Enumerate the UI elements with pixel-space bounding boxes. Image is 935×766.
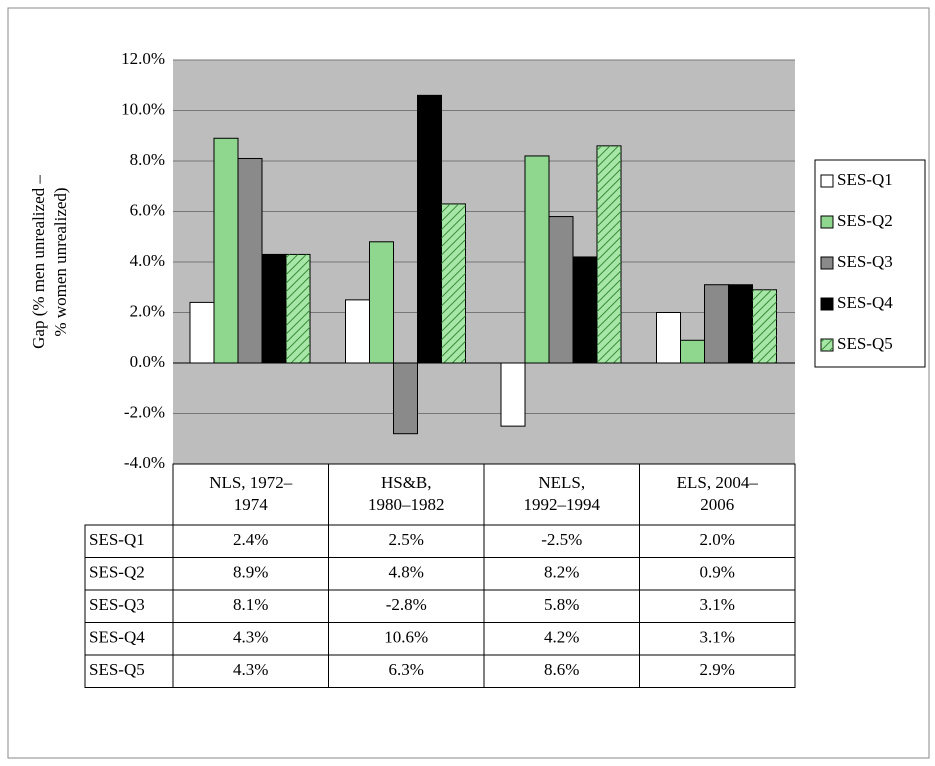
table-cell: 4.8%	[389, 563, 424, 582]
table-row-label: SES-Q1	[89, 530, 145, 549]
table-cell: 2.0%	[700, 530, 735, 549]
table-row-label: SES-Q3	[89, 595, 145, 614]
x-tick-label: NLS, 1972–1974	[209, 473, 293, 514]
x-tick-label: NELS, 1992–1994	[523, 473, 601, 514]
table-cell: 8.1%	[233, 595, 268, 614]
x-tick-label: HS&B, 1980–1982	[368, 473, 445, 514]
table-cell: 6.3%	[389, 660, 424, 679]
bar	[596, 145, 622, 364]
legend-swatch	[820, 174, 834, 188]
table-body	[84, 524, 796, 688]
table-cell: 4.3%	[233, 628, 268, 647]
bar	[548, 216, 574, 364]
bar	[680, 339, 705, 364]
table-cell: 10.6%	[384, 628, 428, 647]
bar	[752, 289, 777, 364]
table-cell: -2.8%	[386, 595, 427, 614]
table-cell: 8.2%	[544, 563, 579, 582]
legend-label: SES-Q3	[837, 252, 893, 271]
y-tick-label: 0.0%	[130, 352, 165, 371]
legend-label: SES-Q2	[837, 211, 893, 230]
bar	[237, 157, 263, 364]
y-tick-label: 6.0%	[130, 200, 165, 219]
y-tick-label: -2.0%	[124, 402, 165, 421]
table-cell: 4.3%	[233, 660, 268, 679]
y-tick-label: 12.0%	[121, 49, 165, 68]
y-tick-label: 4.0%	[130, 251, 165, 270]
y-axis-label: % women unrealized)	[51, 187, 70, 336]
table-row-label: SES-Q5	[89, 660, 145, 679]
table-cell: 4.2%	[544, 628, 579, 647]
table-cell: 5.8%	[544, 595, 579, 614]
bar	[213, 137, 239, 364]
legend-swatch	[820, 297, 834, 311]
bar	[656, 312, 681, 364]
bar	[369, 241, 394, 364]
table-cell: 8.9%	[233, 563, 268, 582]
bar	[345, 299, 370, 364]
bar	[524, 155, 550, 364]
bar	[261, 253, 287, 364]
bar	[728, 284, 753, 364]
frame	[7, 7, 930, 759]
bar	[572, 256, 598, 364]
table-cell: -2.5%	[541, 530, 582, 549]
y-axis-label: Gap (% men unrealized –	[29, 175, 48, 349]
bar	[441, 203, 466, 364]
legend-label: SES-Q1	[837, 170, 893, 189]
bar	[393, 362, 418, 435]
bar	[500, 362, 526, 427]
bar	[189, 301, 215, 364]
table-row-label: SES-Q4	[89, 628, 145, 647]
legend-hatch	[821, 339, 833, 351]
legend-label: SES-Q5	[837, 334, 893, 353]
bar	[704, 284, 729, 364]
legend-swatch	[820, 256, 834, 270]
y-tick-label: -4.0%	[124, 453, 165, 472]
legend-swatch	[820, 215, 834, 229]
bar	[285, 253, 311, 364]
table-cell: 3.1%	[700, 595, 735, 614]
table-cell: 2.4%	[233, 530, 268, 549]
y-tick-label: 10.0%	[121, 99, 165, 118]
table-cell: 2.5%	[389, 530, 424, 549]
table-cell: 3.1%	[700, 628, 735, 647]
bar	[417, 94, 442, 364]
table-row-label: SES-Q2	[89, 563, 145, 582]
table-cell: 0.9%	[700, 563, 735, 582]
x-tick-label: ELS, 2004–2006	[676, 473, 758, 514]
y-tick-label: 8.0%	[130, 150, 165, 169]
table-cell: 8.6%	[544, 660, 579, 679]
y-tick-label: 2.0%	[130, 301, 165, 320]
table-cell: 2.9%	[700, 660, 735, 679]
legend-label: SES-Q4	[837, 293, 893, 312]
